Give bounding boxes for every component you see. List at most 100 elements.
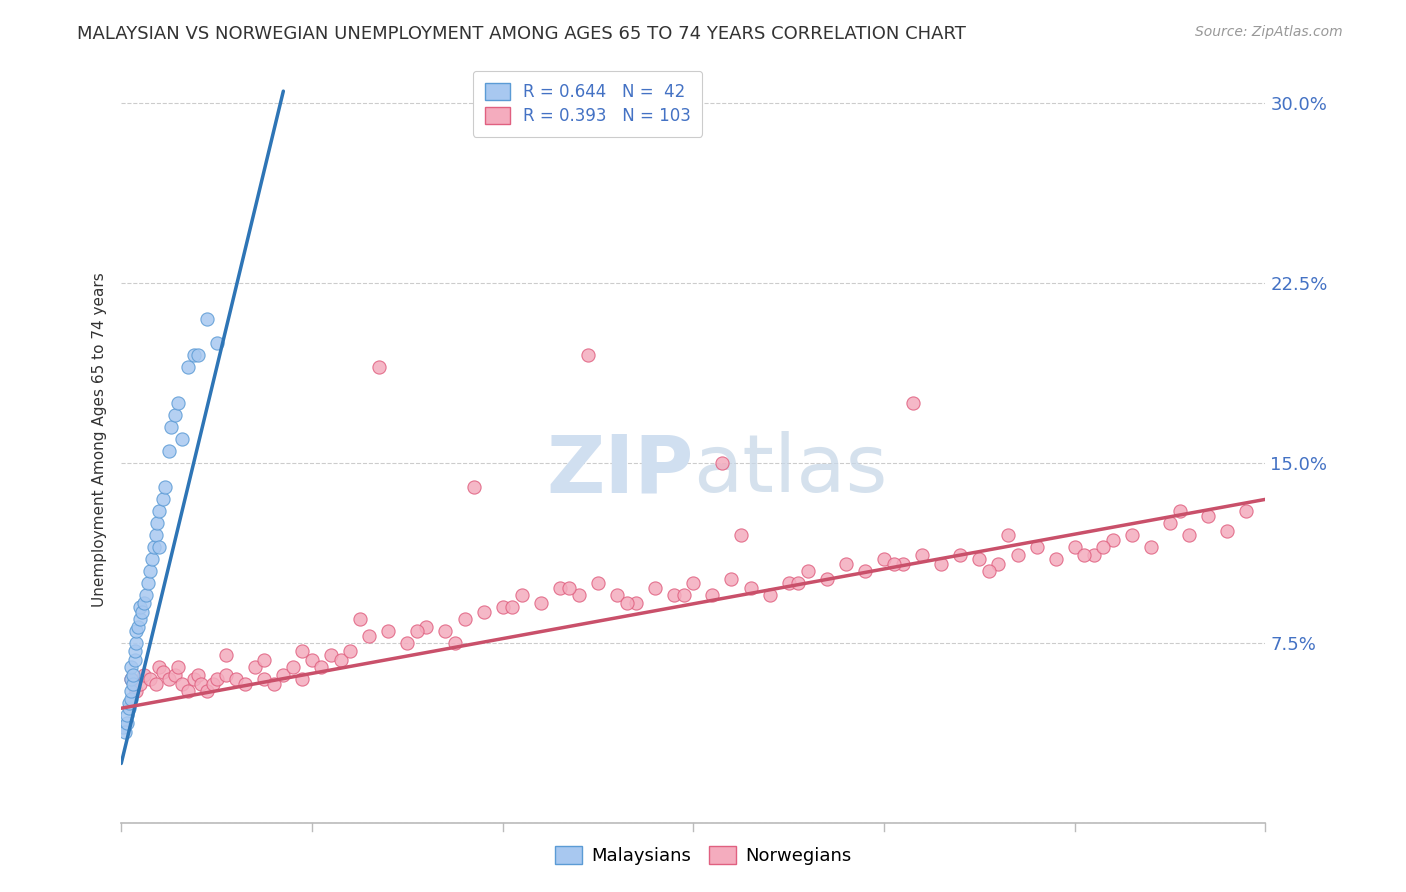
Point	[263, 677, 285, 691]
Point	[1178, 528, 1201, 542]
Point	[1140, 541, 1163, 555]
Point	[125, 636, 148, 650]
Point	[291, 673, 314, 687]
Point	[444, 636, 467, 650]
Point	[157, 673, 180, 687]
Point	[120, 673, 142, 687]
Point	[190, 677, 212, 691]
Point	[815, 572, 838, 586]
Point	[132, 596, 155, 610]
Point	[883, 557, 905, 571]
Point	[195, 312, 218, 326]
Point	[186, 667, 208, 681]
Point	[215, 667, 238, 681]
Point	[186, 348, 208, 362]
Point	[853, 565, 876, 579]
Point	[835, 557, 858, 571]
Point	[145, 528, 167, 542]
Point	[644, 581, 666, 595]
Point	[115, 708, 138, 723]
Point	[125, 684, 148, 698]
Legend: Malaysians, Norwegians: Malaysians, Norwegians	[547, 838, 859, 872]
Point	[118, 697, 141, 711]
Point	[139, 673, 162, 687]
Point	[682, 576, 704, 591]
Point	[616, 596, 638, 610]
Point	[873, 552, 896, 566]
Point	[415, 619, 437, 633]
Point	[891, 557, 914, 571]
Point	[121, 677, 143, 691]
Point	[664, 588, 686, 602]
Point	[177, 360, 200, 375]
Y-axis label: Unemployment Among Ages 65 to 74 years: Unemployment Among Ages 65 to 74 years	[93, 272, 107, 607]
Point	[205, 673, 228, 687]
Point	[114, 725, 136, 739]
Point	[1121, 528, 1143, 542]
Point	[132, 667, 155, 681]
Point	[148, 541, 170, 555]
Point	[1168, 504, 1191, 518]
Point	[167, 660, 190, 674]
Point	[273, 667, 295, 681]
Text: ZIP: ZIP	[546, 431, 693, 509]
Point	[243, 660, 266, 674]
Point	[157, 444, 180, 458]
Point	[148, 504, 170, 518]
Point	[115, 715, 138, 730]
Point	[135, 588, 157, 602]
Point	[142, 541, 165, 555]
Point	[177, 684, 200, 698]
Point	[148, 660, 170, 674]
Point	[159, 420, 181, 434]
Point	[183, 673, 205, 687]
Point	[124, 643, 146, 657]
Point	[1045, 552, 1067, 566]
Point	[367, 360, 389, 375]
Point	[740, 581, 762, 595]
Point	[225, 673, 247, 687]
Point	[1159, 516, 1181, 531]
Point	[146, 516, 169, 531]
Point	[319, 648, 342, 663]
Point	[120, 673, 142, 687]
Point	[291, 643, 314, 657]
Point	[377, 624, 399, 639]
Point	[797, 565, 820, 579]
Point	[125, 624, 148, 639]
Point	[1236, 504, 1258, 518]
Point	[139, 565, 162, 579]
Point	[929, 557, 952, 571]
Point	[1102, 533, 1125, 548]
Point	[578, 348, 600, 362]
Point	[491, 600, 513, 615]
Point	[163, 409, 186, 423]
Point	[911, 548, 934, 562]
Point	[152, 492, 174, 507]
Point	[153, 480, 176, 494]
Point	[778, 576, 800, 591]
Point	[167, 396, 190, 410]
Point	[997, 528, 1019, 542]
Point	[311, 660, 333, 674]
Point	[501, 600, 523, 615]
Point	[969, 552, 991, 566]
Point	[118, 701, 141, 715]
Point	[730, 528, 752, 542]
Point	[152, 665, 174, 680]
Point	[163, 667, 186, 681]
Point	[977, 565, 1000, 579]
Text: atlas: atlas	[693, 431, 887, 509]
Point	[127, 619, 149, 633]
Point	[172, 433, 194, 447]
Point	[145, 677, 167, 691]
Point	[510, 588, 533, 602]
Point	[710, 456, 733, 470]
Point	[120, 691, 142, 706]
Point	[463, 480, 485, 494]
Point	[359, 629, 381, 643]
Point	[129, 677, 152, 691]
Point	[530, 596, 553, 610]
Point	[301, 653, 323, 667]
Point	[472, 605, 495, 619]
